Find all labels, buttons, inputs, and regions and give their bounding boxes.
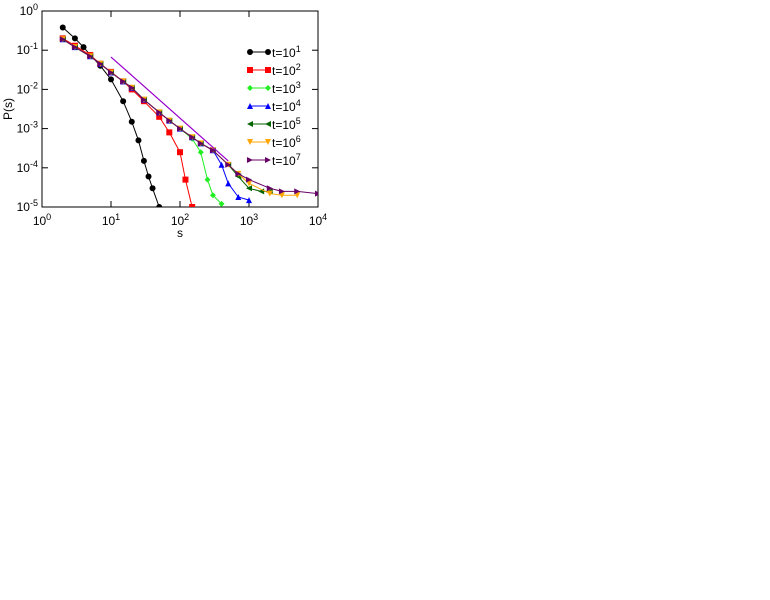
point — [166, 117, 173, 124]
point — [156, 113, 163, 120]
point — [120, 98, 127, 105]
x-axis-label: s — [177, 226, 183, 240]
point — [265, 49, 271, 55]
point — [135, 137, 142, 144]
point — [71, 44, 78, 51]
point — [266, 190, 273, 197]
legend-label: t=107 — [272, 152, 301, 168]
point — [247, 139, 253, 145]
x-tick-label: 102 — [171, 212, 189, 228]
point — [209, 147, 216, 154]
y-tick-label: 10-5 — [17, 198, 38, 214]
series-line — [62, 38, 270, 192]
x-tick-label: 101 — [102, 212, 120, 228]
point — [120, 78, 127, 85]
y-tick-label: 10-1 — [17, 41, 38, 57]
point — [108, 69, 114, 76]
point — [87, 53, 94, 60]
point — [235, 193, 242, 200]
x-tick-label: 104 — [309, 212, 327, 228]
legend-label: t=103 — [272, 80, 301, 96]
reference-line — [110, 56, 229, 162]
legend-label: t=102 — [272, 62, 301, 78]
point — [265, 157, 271, 163]
point — [225, 161, 232, 168]
point — [97, 60, 104, 67]
point — [247, 49, 253, 55]
point — [182, 176, 189, 183]
y-tick-label: 10-2 — [17, 80, 38, 96]
point — [278, 188, 285, 195]
series-line — [62, 38, 222, 205]
point — [218, 161, 225, 168]
point — [246, 185, 252, 192]
point — [247, 157, 253, 163]
point — [177, 149, 183, 156]
point — [156, 204, 163, 207]
point — [246, 197, 252, 204]
point — [156, 109, 163, 116]
point — [247, 85, 253, 91]
point — [177, 125, 183, 132]
point — [145, 173, 152, 180]
point — [166, 129, 173, 136]
point — [218, 200, 225, 207]
legend-label: t=101 — [272, 44, 301, 60]
point — [108, 76, 114, 83]
point — [265, 121, 271, 127]
point — [140, 96, 147, 103]
point — [80, 44, 87, 51]
point — [59, 24, 66, 31]
point — [246, 176, 252, 183]
point — [265, 67, 271, 73]
point — [266, 185, 273, 192]
point — [209, 192, 216, 199]
y-tick-label: 100 — [20, 2, 38, 18]
x-tick-label: 100 — [33, 212, 51, 228]
series-line — [62, 27, 160, 207]
point — [294, 188, 301, 195]
point — [149, 185, 156, 192]
legend-label: t=106 — [272, 134, 301, 150]
point — [247, 103, 253, 109]
y-tick-label: 10-3 — [17, 120, 38, 136]
point — [247, 121, 253, 127]
legend-label: t=104 — [272, 98, 301, 114]
point — [315, 190, 318, 197]
x-tick-label: 103 — [240, 212, 258, 228]
y-tick-label: 10-4 — [17, 159, 38, 175]
point — [247, 67, 253, 73]
point — [265, 139, 271, 145]
point — [128, 118, 135, 125]
point — [278, 192, 285, 199]
point — [128, 84, 135, 91]
point — [265, 85, 271, 91]
y-axis-label: P(s) — [1, 98, 15, 120]
point — [294, 192, 301, 199]
point — [204, 176, 211, 183]
point — [189, 204, 196, 207]
series-line — [62, 38, 250, 201]
point — [235, 170, 242, 177]
point — [246, 180, 252, 187]
point — [189, 134, 196, 141]
legend-label: t=105 — [272, 116, 301, 132]
point — [225, 180, 232, 187]
point — [197, 149, 204, 156]
point — [71, 35, 78, 42]
point — [59, 36, 66, 43]
point — [197, 140, 204, 147]
point — [265, 103, 271, 109]
point — [140, 157, 147, 164]
